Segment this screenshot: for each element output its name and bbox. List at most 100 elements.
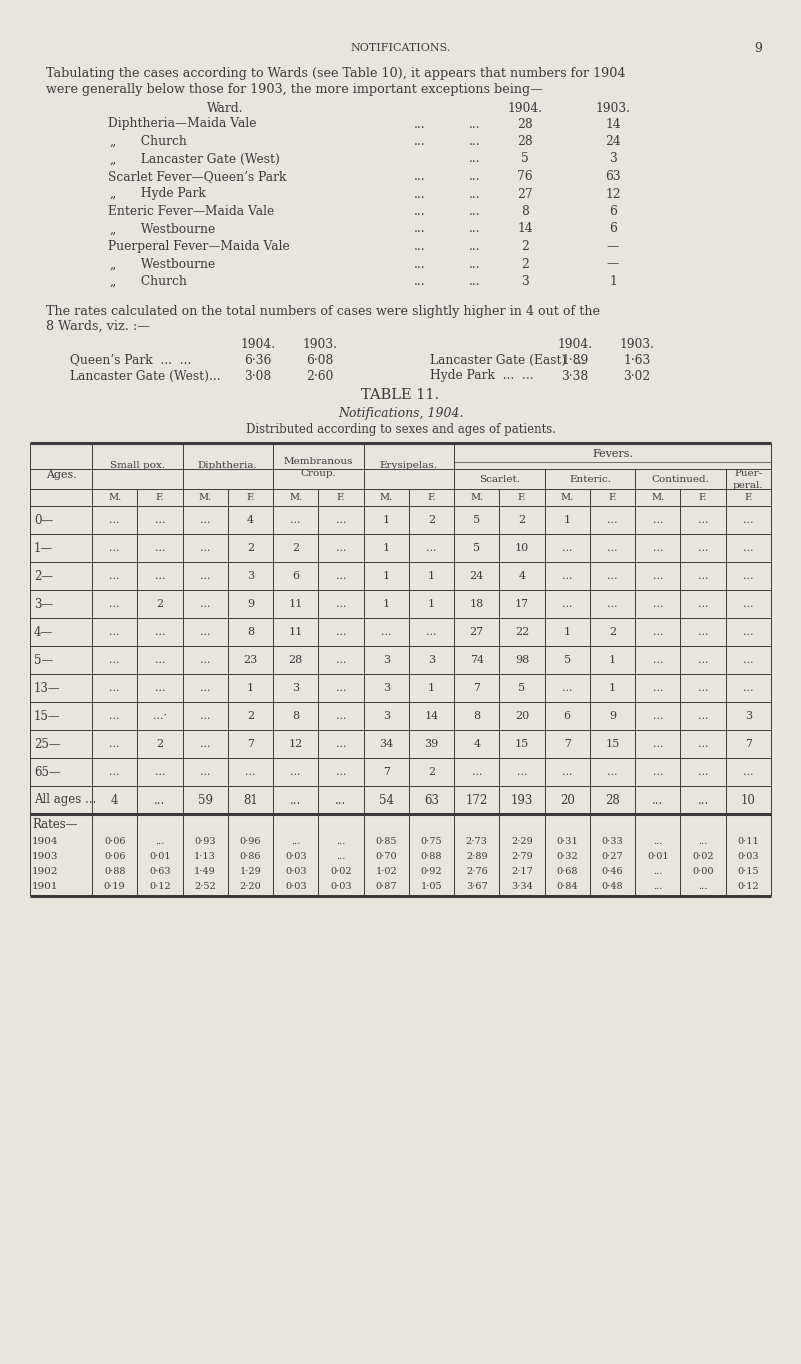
Text: ...: ... <box>469 276 481 288</box>
Text: 11: 11 <box>288 599 303 608</box>
Text: ...: ... <box>336 739 346 749</box>
Text: 27: 27 <box>469 627 484 637</box>
Text: 0·92: 0·92 <box>421 868 442 876</box>
Text: 39: 39 <box>425 739 439 749</box>
Text: 3: 3 <box>247 572 254 581</box>
Text: ...: ... <box>743 516 754 525</box>
Text: ...: ... <box>562 599 573 608</box>
Text: 63: 63 <box>424 794 439 806</box>
Text: ...: ... <box>469 240 481 252</box>
Text: 2: 2 <box>156 599 163 608</box>
Text: 4: 4 <box>473 739 481 749</box>
Text: 0·06: 0·06 <box>104 837 126 846</box>
Text: 4—: 4— <box>34 626 53 638</box>
Text: ...: ... <box>110 572 120 581</box>
Text: 17: 17 <box>515 599 529 608</box>
Text: 1·05: 1·05 <box>421 883 442 891</box>
Text: 20: 20 <box>515 711 529 722</box>
Text: 3: 3 <box>521 276 529 288</box>
Text: 0·03: 0·03 <box>285 883 307 891</box>
Text: 6·08: 6·08 <box>306 353 334 367</box>
Text: 1: 1 <box>383 543 390 552</box>
Text: 81: 81 <box>243 794 258 806</box>
Text: 0·75: 0·75 <box>421 837 442 846</box>
Text: F.: F. <box>698 492 707 502</box>
Text: ...: ... <box>653 599 663 608</box>
Text: Puerperal Fever—Maida Vale: Puerperal Fever—Maida Vale <box>108 240 290 252</box>
Text: 0·84: 0·84 <box>557 883 578 891</box>
Text: ...: ... <box>414 117 426 131</box>
Text: 3: 3 <box>292 683 300 693</box>
Text: Hyde Park  ...  ...: Hyde Park ... ... <box>430 370 533 382</box>
Text: ...: ... <box>698 794 709 806</box>
Text: 2·52: 2·52 <box>195 883 216 891</box>
Text: 0·15: 0·15 <box>738 868 759 876</box>
Text: 6: 6 <box>564 711 571 722</box>
Text: ...: ... <box>155 516 165 525</box>
Text: ...: ... <box>469 222 481 236</box>
Text: 5: 5 <box>564 655 571 666</box>
Text: ...: ... <box>653 516 663 525</box>
Text: ...: ... <box>469 153 481 165</box>
Text: 12: 12 <box>606 187 621 201</box>
Text: ...: ... <box>653 543 663 552</box>
Text: 3·38: 3·38 <box>562 370 589 382</box>
Text: ...: ... <box>698 655 708 666</box>
Text: 24: 24 <box>469 572 484 581</box>
Text: 9: 9 <box>247 599 254 608</box>
Text: „  Church: „ Church <box>110 135 187 149</box>
Text: ...: ... <box>743 572 754 581</box>
Text: 0·70: 0·70 <box>376 852 397 861</box>
Text: ...: ... <box>517 767 527 777</box>
Text: 25—: 25— <box>34 738 61 750</box>
Text: 0·27: 0·27 <box>602 852 623 861</box>
Text: 6·36: 6·36 <box>244 353 272 367</box>
Text: 28: 28 <box>517 135 533 149</box>
Text: Puer-: Puer- <box>735 469 763 479</box>
Text: ...: ... <box>291 837 300 846</box>
Text: „  Lancaster Gate (West): „ Lancaster Gate (West) <box>110 153 280 165</box>
Text: 1903.: 1903. <box>619 338 654 352</box>
Text: ...: ... <box>200 627 211 637</box>
Text: 0·63: 0·63 <box>149 868 171 876</box>
Text: 0·96: 0·96 <box>239 837 261 846</box>
Text: 18: 18 <box>469 599 484 608</box>
Text: ...: ... <box>155 837 164 846</box>
Text: ...: ... <box>743 543 754 552</box>
Text: 8: 8 <box>292 711 300 722</box>
Text: 0·85: 0·85 <box>376 837 397 846</box>
Text: 1904.: 1904. <box>240 338 276 352</box>
Text: ...: ... <box>110 683 120 693</box>
Text: 1: 1 <box>609 655 616 666</box>
Text: ...: ... <box>562 543 573 552</box>
Text: M.: M. <box>108 492 121 502</box>
Text: Distributed according to sexes and ages of patients.: Distributed according to sexes and ages … <box>245 423 556 435</box>
Text: 2·79: 2·79 <box>511 852 533 861</box>
Text: ...: ... <box>200 599 211 608</box>
Text: ...: ... <box>698 739 708 749</box>
Text: ...: ... <box>469 258 481 270</box>
Text: 1904.: 1904. <box>508 101 542 115</box>
Text: M.: M. <box>199 492 211 502</box>
Text: 5: 5 <box>518 683 525 693</box>
Text: ...: ... <box>200 683 211 693</box>
Text: ...: ... <box>562 572 573 581</box>
Text: 15: 15 <box>606 739 620 749</box>
Text: 0·03: 0·03 <box>285 852 307 861</box>
Text: ...: ... <box>336 543 346 552</box>
Text: ...: ... <box>653 837 662 846</box>
Text: ...: ... <box>698 599 708 608</box>
Text: 0·03: 0·03 <box>285 868 307 876</box>
Text: ...: ... <box>336 516 346 525</box>
Text: 12: 12 <box>288 739 303 749</box>
Text: ...: ... <box>743 599 754 608</box>
Text: Diphtheria—Maida Vale: Diphtheria—Maida Vale <box>108 117 256 131</box>
Text: 1: 1 <box>609 276 617 288</box>
Text: ...: ... <box>698 627 708 637</box>
Text: ...: ... <box>426 627 437 637</box>
Text: 1901: 1901 <box>32 883 58 891</box>
Text: ...: ... <box>469 135 481 149</box>
Text: ...: ... <box>155 767 165 777</box>
Text: ...: ... <box>336 767 346 777</box>
Text: F.: F. <box>517 492 526 502</box>
